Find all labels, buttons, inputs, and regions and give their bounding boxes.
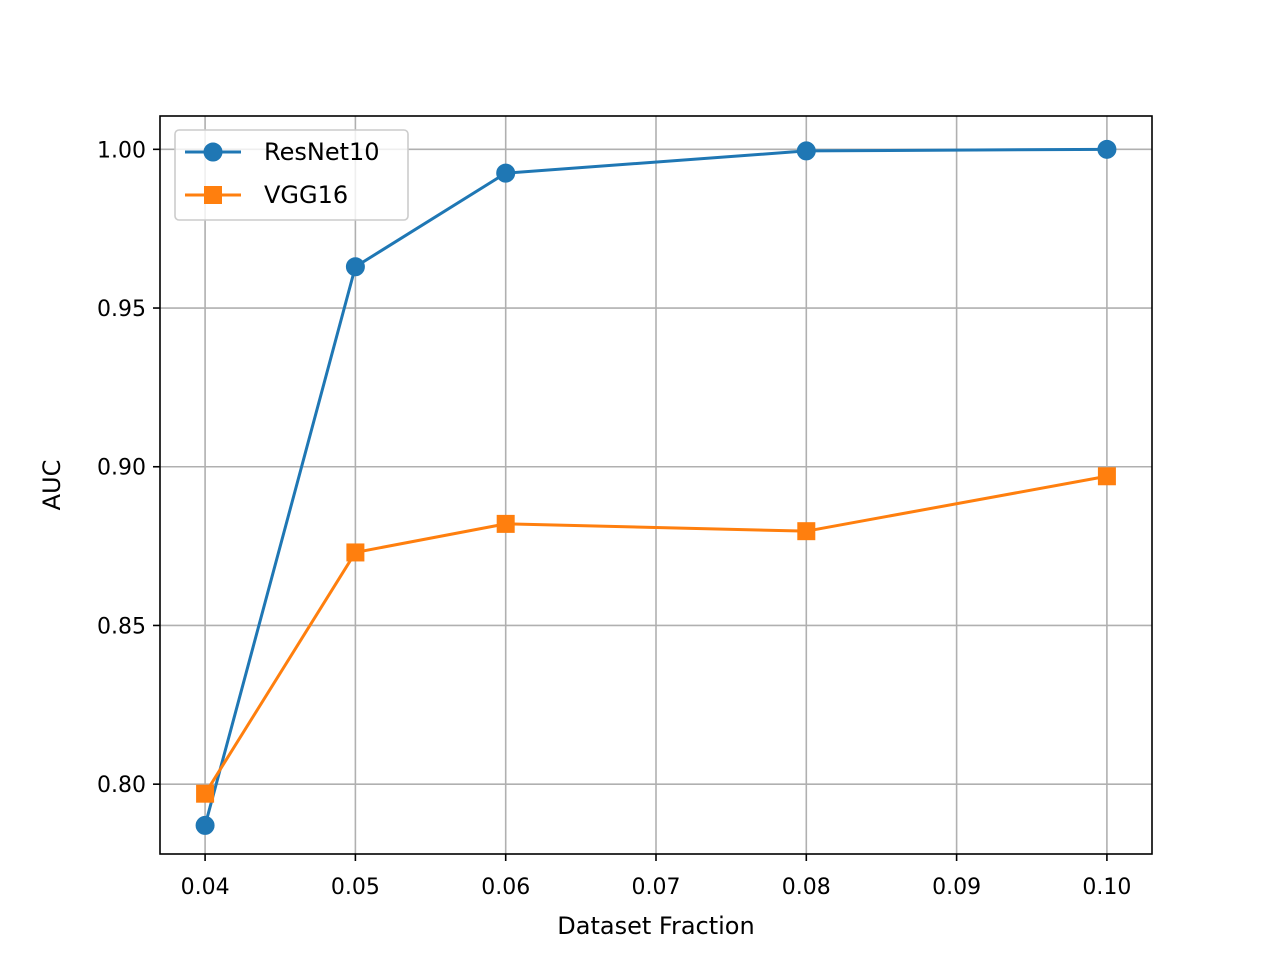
legend: ResNet10 VGG16 — [174, 129, 409, 221]
x-tick-label: 0.09 — [932, 875, 981, 900]
data-point-vgg16 — [1097, 467, 1116, 486]
legend-marker — [204, 186, 222, 204]
grid — [160, 116, 1152, 854]
y-tick-label: 0.80 — [97, 773, 146, 798]
y-tick-label: 0.95 — [97, 297, 146, 322]
data-point-resnet10 — [195, 815, 215, 835]
x-tick-label: 0.07 — [632, 875, 681, 900]
series-resnet10 — [195, 139, 1117, 835]
legend-label: VGG16 — [264, 181, 348, 209]
series-vgg16 — [196, 467, 1116, 803]
x-tick-label: 0.05 — [331, 875, 380, 900]
data-point-vgg16 — [797, 522, 816, 541]
data-point-resnet10 — [796, 141, 816, 161]
y-tick-label: 0.90 — [97, 456, 146, 481]
y-axis-title: AUC — [38, 460, 66, 511]
x-tick-label: 0.08 — [782, 875, 831, 900]
x-tick-label: 0.04 — [181, 875, 230, 900]
y-tick-label: 1.00 — [97, 138, 146, 163]
data-point-resnet10 — [345, 257, 365, 277]
legend-item-resnet10: ResNet10 — [185, 138, 380, 166]
axis-ticks: 0.04 0.05 0.06 0.07 0.08 0.09 0.10 0.80 0.85 0.90… — [97, 138, 1131, 900]
x-tick-label: 0.10 — [1082, 875, 1131, 900]
data-point-vgg16 — [496, 514, 515, 533]
legend-label: ResNet10 — [264, 138, 380, 166]
data-point-resnet10 — [496, 163, 516, 183]
x-axis-title: Dataset Fraction — [557, 912, 754, 940]
legend-item-vgg16: VGG16 — [185, 181, 348, 209]
series-layer — [195, 139, 1117, 835]
x-tick-label: 0.06 — [481, 875, 530, 900]
legend-marker — [203, 142, 223, 162]
data-point-vgg16 — [346, 543, 365, 562]
y-tick-label: 0.85 — [97, 614, 146, 639]
data-point-vgg16 — [196, 784, 215, 803]
data-point-resnet10 — [1097, 139, 1117, 159]
